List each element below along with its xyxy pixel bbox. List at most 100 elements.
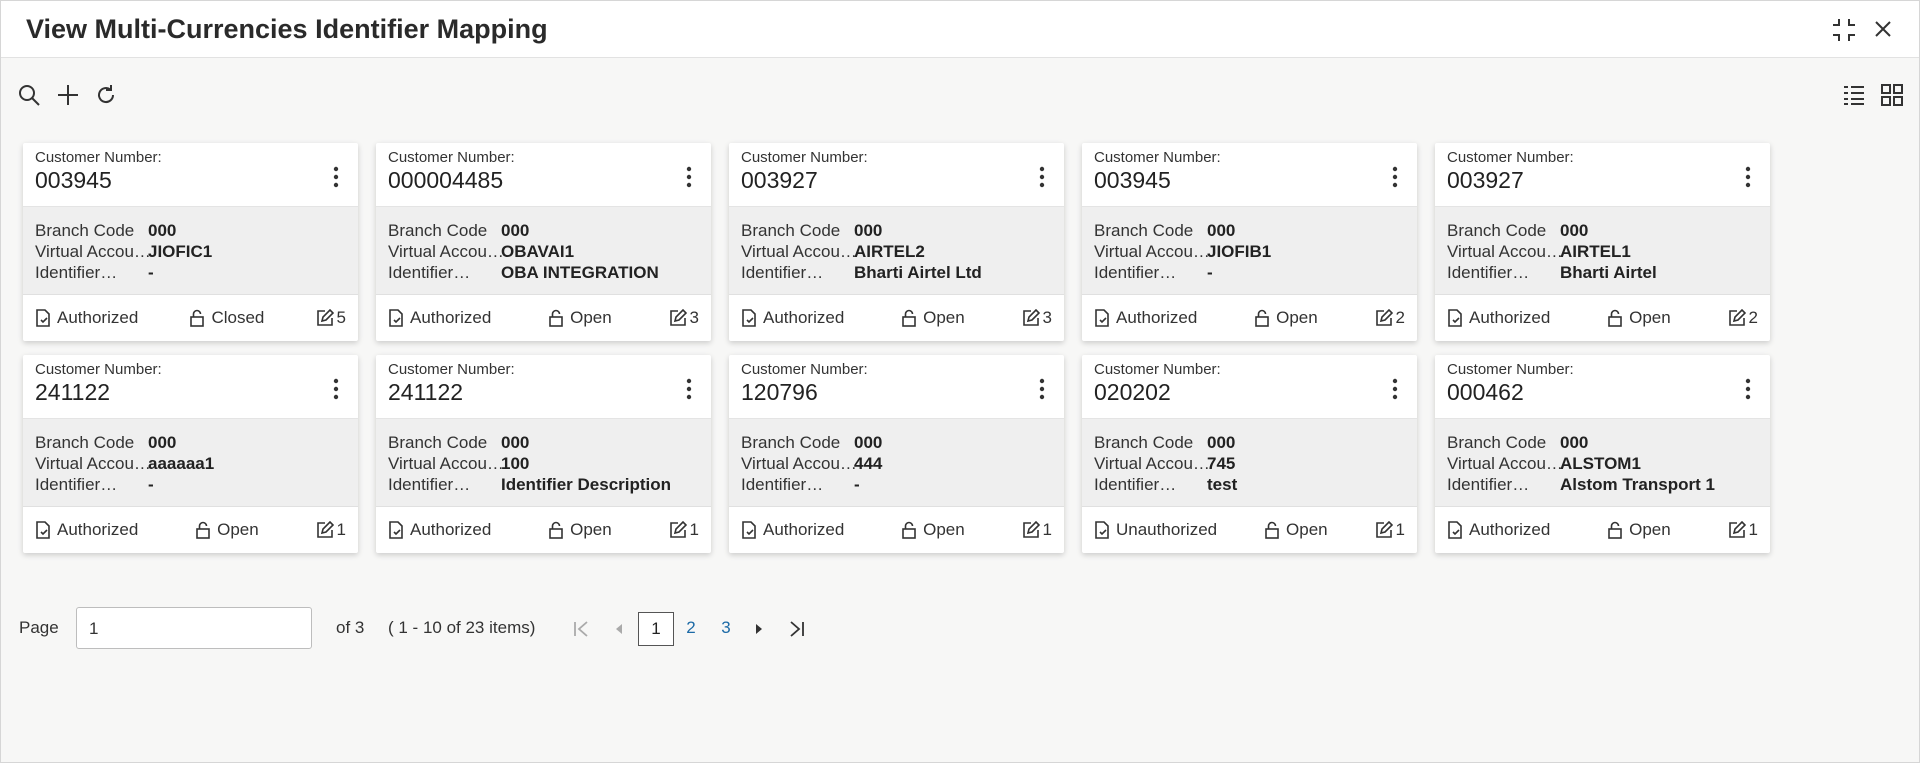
modification-count: 2 — [1375, 308, 1405, 328]
customer-number: 241122 — [35, 379, 111, 405]
customer-number: 003945 — [35, 167, 112, 193]
record-card[interactable]: Customer Number: 003927 Branch Code 000 Virt… — [1435, 143, 1770, 341]
card-header: Customer Number: 020202 — [1082, 355, 1417, 419]
lock-text: Open — [570, 308, 612, 327]
field-row: Identifier… test — [1082, 474, 1417, 495]
customer-number: 020202 — [1094, 379, 1171, 405]
edit-icon — [669, 309, 687, 327]
field-label: Branch Code — [1094, 220, 1194, 240]
record-card[interactable]: Customer Number: 003927 Branch Code 000 Virt… — [729, 143, 1064, 341]
first-page-button[interactable] — [572, 620, 590, 638]
grid-view-button[interactable] — [1880, 83, 1904, 107]
field-label: Branch Code — [1447, 220, 1547, 240]
more-options-button[interactable] — [1391, 377, 1399, 401]
field-value: ALSTOM1 — [1560, 453, 1641, 473]
page-input[interactable]: 1 — [76, 607, 312, 649]
record-card[interactable]: Customer Number: 020202 Branch Code 000 Virt… — [1082, 355, 1417, 553]
status: Unauthorized — [1094, 520, 1217, 540]
lock-text: Open — [217, 520, 259, 539]
field-row: Identifier… OBA INTEGRATION — [376, 262, 711, 283]
field-label: Identifier… — [1447, 474, 1530, 494]
modification-count: 5 — [316, 308, 346, 328]
lock-text: Open — [923, 520, 965, 539]
page-label: Page — [19, 618, 59, 637]
card-footer: Authorized Open 1 — [23, 507, 358, 553]
last-page-button[interactable] — [788, 620, 806, 638]
more-options-button[interactable] — [332, 377, 340, 401]
field-value: Bharti Airtel Ltd — [854, 262, 982, 282]
add-button[interactable] — [56, 83, 80, 107]
lock-status: Open — [195, 520, 259, 540]
status-icon — [1094, 309, 1110, 327]
card-body: Branch Code 000 Virtual Accou… ALSTOM1 Ident… — [1435, 419, 1770, 507]
minimize-button[interactable] — [1831, 17, 1857, 43]
field-label: Customer Number: — [388, 361, 515, 378]
status-icon — [1447, 309, 1463, 327]
more-options-button[interactable] — [1391, 165, 1399, 189]
more-options-button[interactable] — [1744, 165, 1752, 189]
search-button[interactable] — [17, 83, 41, 107]
page-link[interactable]: 1 — [638, 612, 674, 646]
status-text: Authorized — [1116, 308, 1198, 327]
status: Authorized — [1447, 308, 1550, 328]
next-page-button[interactable] — [752, 620, 766, 638]
field-label: Customer Number: — [741, 361, 868, 378]
customer-number: 000004485 — [388, 167, 504, 193]
customer-number: 241122 — [388, 379, 464, 405]
record-card[interactable]: Customer Number: 000462 Branch Code 000 Virt… — [1435, 355, 1770, 553]
field-row: Virtual Accou… 444 — [729, 453, 1064, 474]
field-value: 000 — [1560, 432, 1589, 452]
previous-page-button[interactable] — [612, 620, 626, 638]
list-view-button[interactable] — [1842, 83, 1866, 107]
field-value: 000 — [1560, 220, 1589, 240]
field-label: Customer Number: — [388, 149, 515, 166]
lock-text: Open — [923, 308, 965, 327]
field-value: 100 — [501, 453, 530, 473]
record-card[interactable]: Customer Number: 003945 Branch Code 000 Virt… — [1082, 143, 1417, 341]
modification-count: 1 — [1728, 520, 1758, 540]
card-body: Branch Code 000 Virtual Accou… 444 Identifie… — [729, 419, 1064, 507]
count-text: 3 — [689, 308, 699, 327]
status-text: Authorized — [1469, 520, 1551, 539]
more-options-button[interactable] — [685, 377, 693, 401]
status-text: Authorized — [57, 308, 139, 327]
field-label: Identifier… — [1094, 474, 1177, 494]
field-label: Virtual Accou… — [35, 241, 151, 261]
field-row: Branch Code 000 — [729, 432, 1064, 453]
field-label: Customer Number: — [35, 361, 162, 378]
field-label: Customer Number: — [741, 149, 868, 166]
card-header: Customer Number: 241122 — [376, 355, 711, 419]
card-body: Branch Code 000 Virtual Accou… AIRTEL1 Ident… — [1435, 207, 1770, 295]
status: Authorized — [741, 520, 844, 540]
more-options-button[interactable] — [332, 165, 340, 189]
card-body: Branch Code 000 Virtual Accou… AIRTEL2 Ident… — [729, 207, 1064, 295]
page-link[interactable]: 3 — [721, 618, 731, 637]
field-value: OBAVAI1 — [501, 241, 575, 261]
record-card[interactable]: Customer Number: 241122 Branch Code 000 Virt… — [23, 355, 358, 553]
record-card[interactable]: Customer Number: 003945 Branch Code 000 Virt… — [23, 143, 358, 341]
field-label: Identifier… — [35, 262, 118, 282]
card-footer: Authorized Closed 5 — [23, 295, 358, 341]
card-body: Branch Code 000 Virtual Accou… OBAVAI1 Ident… — [376, 207, 711, 295]
record-card[interactable]: Customer Number: 241122 Branch Code 000 Virt… — [376, 355, 711, 553]
more-options-button[interactable] — [1038, 377, 1046, 401]
refresh-button[interactable] — [94, 83, 118, 107]
more-options-button[interactable] — [1038, 165, 1046, 189]
count-text: 1 — [1748, 520, 1758, 539]
field-label: Identifier… — [388, 474, 471, 494]
lock-icon — [901, 521, 917, 539]
customer-number: 120796 — [741, 379, 818, 405]
more-options-button[interactable] — [1744, 377, 1752, 401]
field-value: Alstom Transport 1 — [1560, 474, 1715, 494]
card-footer: Authorized Open 1 — [376, 507, 711, 553]
close-button[interactable] — [1873, 19, 1893, 39]
field-label: Identifier… — [1094, 262, 1177, 282]
record-card[interactable]: Customer Number: 120796 Branch Code 000 Virt… — [729, 355, 1064, 553]
lock-icon — [548, 521, 564, 539]
more-options-button[interactable] — [685, 165, 693, 189]
lock-status: Open — [901, 308, 965, 328]
record-card[interactable]: Customer Number: 000004485 Branch Code 000 V… — [376, 143, 711, 341]
page-link[interactable]: 2 — [686, 618, 696, 637]
lock-icon — [1607, 521, 1623, 539]
field-label: Branch Code — [388, 432, 488, 452]
